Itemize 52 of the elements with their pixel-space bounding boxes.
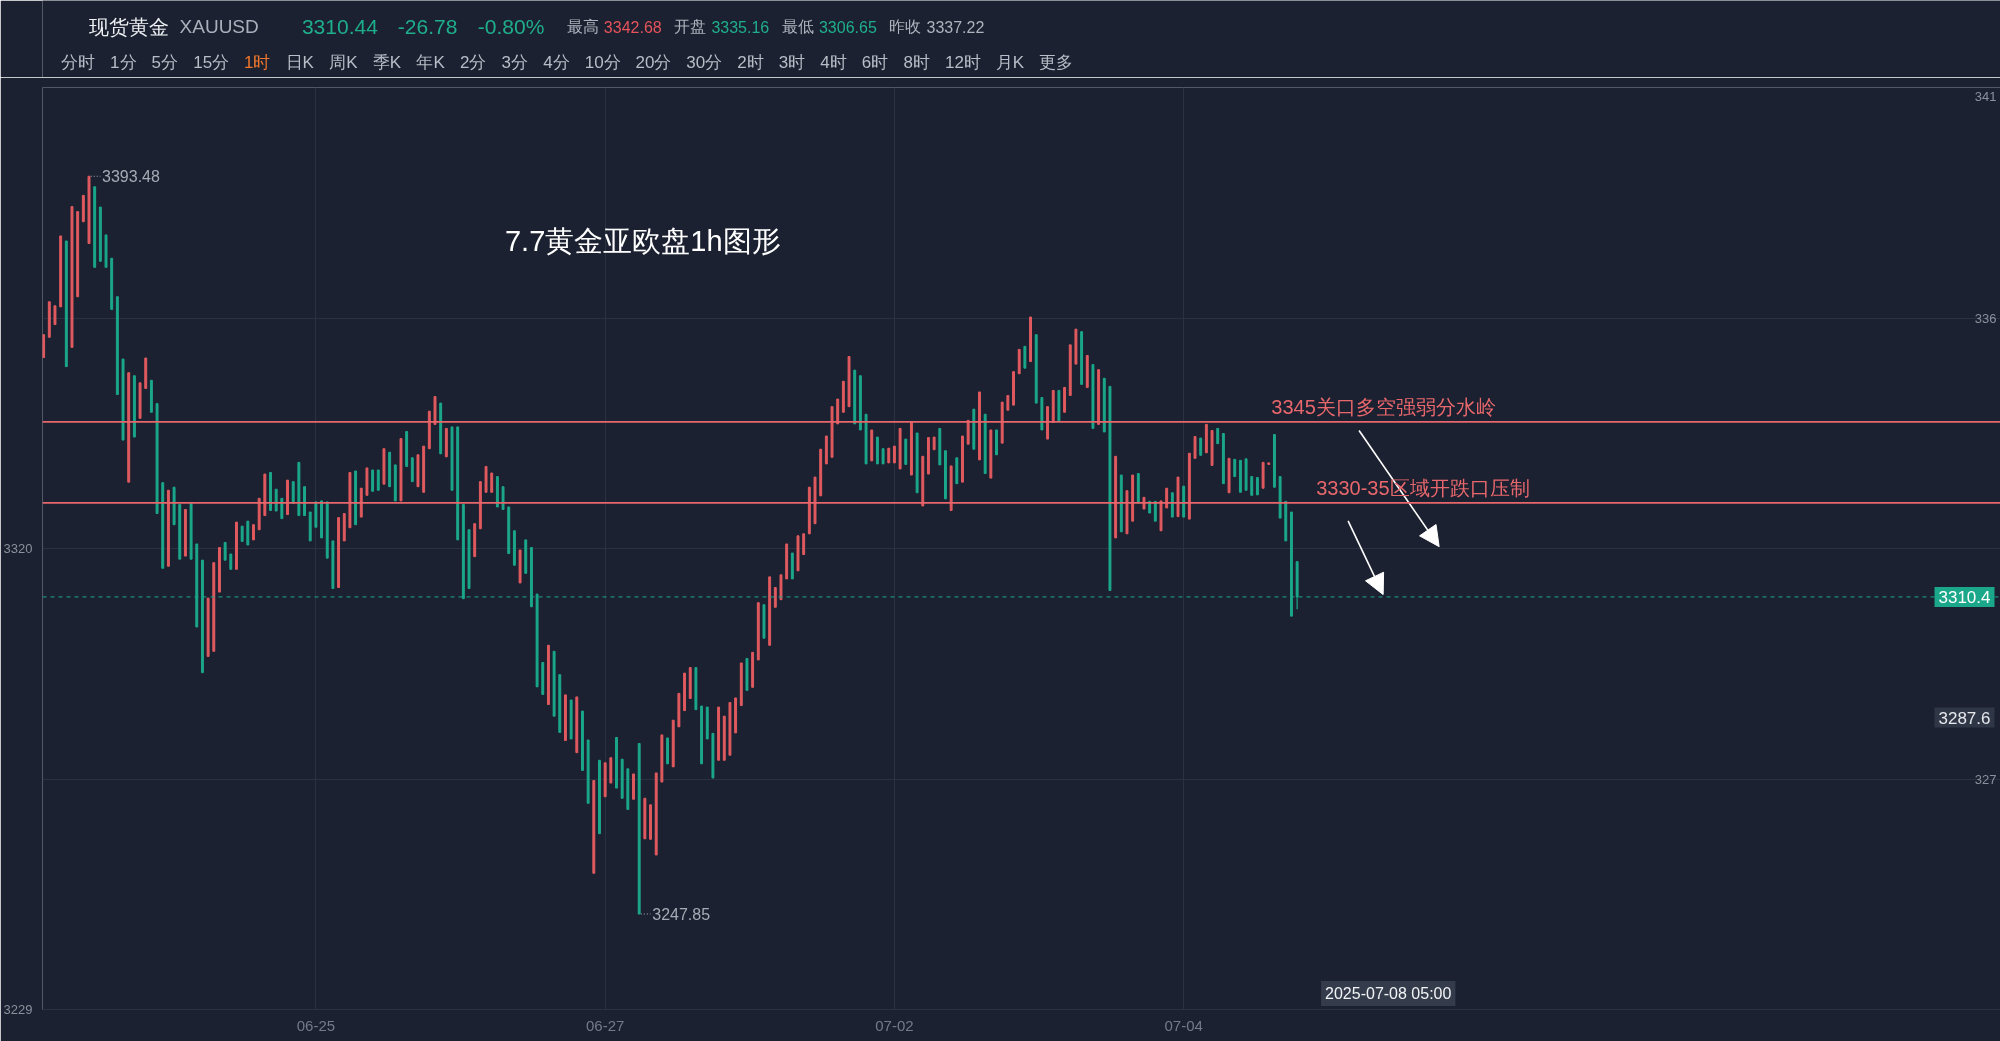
text: 20分 — [635, 53, 672, 72]
text: 10分 — [584, 53, 621, 72]
x-tick-label: 06-27 — [585, 1016, 625, 1034]
text: 昨收 — [889, 18, 922, 35]
y-tick-label: 3229 — [3, 1002, 33, 1017]
annotation: 3247.85 — [652, 906, 711, 924]
text: 1时 — [243, 53, 271, 72]
text: 日K — [285, 53, 315, 72]
text: 4时 — [820, 53, 847, 72]
text: 3342.68 — [603, 18, 662, 36]
ref-line-label: 3310.4 — [1938, 587, 1991, 607]
x-tick-label: 07-02 — [875, 1016, 914, 1034]
annotation: 7.7黄金亚欧盘1h图形 — [504, 224, 781, 257]
text: 2时 — [737, 53, 764, 72]
text: 3287.6 — [1938, 708, 1991, 728]
text: 341 — [1974, 89, 1997, 104]
ref-line-label: 3345关口多空强弱分水岭 — [1271, 395, 1496, 418]
text: 3337.22 — [926, 18, 985, 36]
text: 8时 — [903, 53, 930, 72]
text: 分时 — [61, 53, 96, 72]
text: 3306.65 — [818, 18, 877, 36]
text: 周K — [329, 53, 359, 72]
text: 3时 — [778, 53, 806, 72]
text: 12时 — [944, 53, 981, 72]
x-tick-label: 07-04 — [1164, 1016, 1203, 1034]
text: 更多 — [1039, 53, 1074, 72]
text: 336 — [1974, 310, 1997, 326]
text: 3310.44 — [301, 14, 379, 38]
text: 4分 — [543, 53, 570, 72]
chart-subtitle: XAUUSD — [179, 16, 259, 37]
text: 最低 — [781, 18, 814, 35]
text: 15分 — [193, 53, 230, 72]
text: 3分 — [501, 53, 529, 72]
text: 季K — [372, 53, 402, 72]
text: 月K — [995, 53, 1025, 72]
text: 最高 — [566, 18, 599, 35]
x-tick-label: 06-25 — [296, 1016, 336, 1034]
text: 年K — [416, 53, 446, 72]
text: 3335.16 — [711, 18, 770, 36]
text: 6时 — [861, 53, 889, 72]
chart-title: 现货黄金 — [89, 15, 170, 38]
y-tick-label: 3320 — [3, 541, 33, 556]
text: 327 — [1974, 771, 1997, 787]
text: 开盘 — [674, 18, 707, 35]
text: -0.80% — [477, 15, 545, 38]
text: 5分 — [151, 53, 179, 72]
annotation: 3393.48 — [102, 168, 160, 186]
text: 1分 — [110, 53, 137, 72]
text: 30分 — [686, 53, 723, 72]
text: 2025-07-08 05:00 — [1325, 985, 1452, 1002]
text: -26.78 — [397, 14, 458, 38]
text: 2分 — [460, 53, 487, 72]
